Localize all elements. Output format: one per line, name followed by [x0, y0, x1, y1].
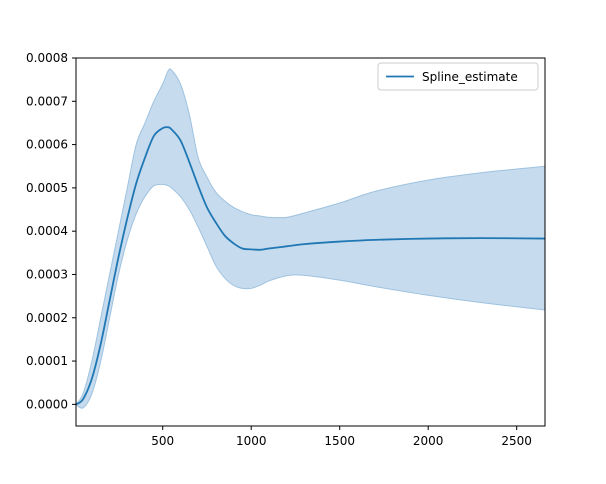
x-tick-label: 500 — [151, 434, 174, 448]
y-tick-label: 0.0008 — [26, 51, 68, 65]
series-line-spline-estimate — [75, 126, 546, 406]
legend-label: Spline_estimate — [422, 70, 518, 84]
y-tick-label: 0.0006 — [26, 138, 68, 152]
x-axis-ticks: 500 1000 1500 2000 2500 — [151, 426, 532, 448]
legend-box — [377, 62, 539, 91]
y-tick-label: 0.0000 — [26, 397, 68, 411]
series-line-layer — [75, 126, 546, 406]
plot-frame — [75, 57, 546, 427]
y-tick-label: 0.0007 — [26, 94, 68, 108]
y-axis-ticks: 0.0000 0.0001 0.0002 0.0003 0.0004 0.0005 0.00… — [26, 51, 76, 411]
x-tick-label: 1500 — [324, 434, 355, 448]
x-tick-label: 1000 — [236, 434, 267, 448]
x-tick-label: 2500 — [501, 434, 532, 448]
y-tick-label: 0.0002 — [26, 311, 68, 325]
y-tick-label: 0.0004 — [26, 224, 68, 238]
legend: Spline_estimate — [377, 62, 539, 91]
y-tick-label: 0.0005 — [26, 181, 68, 195]
y-tick-label: 0.0001 — [26, 354, 68, 368]
x-tick-label: 2000 — [413, 434, 444, 448]
y-tick-label: 0.0003 — [26, 267, 68, 281]
